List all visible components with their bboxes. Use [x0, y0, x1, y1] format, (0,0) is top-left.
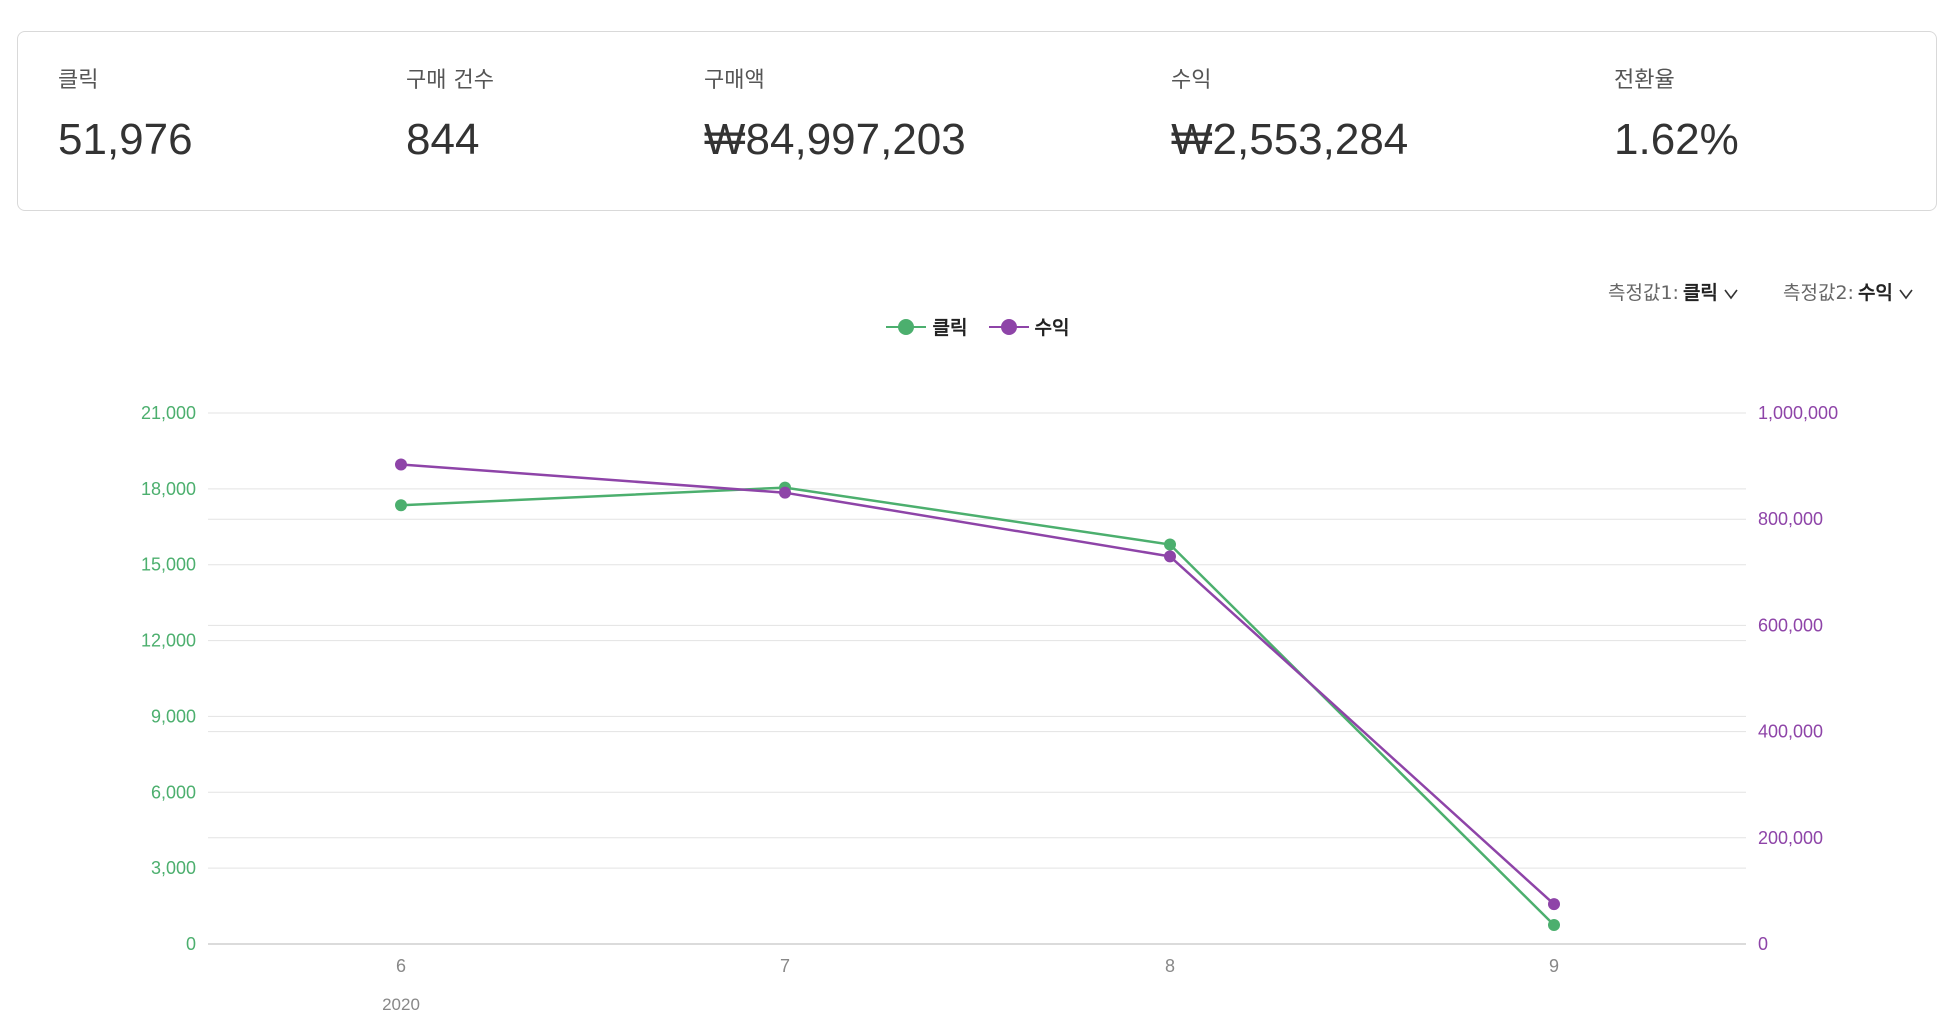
- metric-revenue: 수익 ₩2,553,284: [1171, 70, 1408, 162]
- line-dot-legend-icon: [886, 318, 927, 335]
- chart-legend: 클릭 수익: [0, 313, 1956, 340]
- data-point-revenue: [1164, 550, 1176, 563]
- data-point-click: [1164, 538, 1176, 551]
- x-tick-label: 9: [1549, 956, 1559, 976]
- measure1-dropdown[interactable]: 측정값1: 클릭: [1608, 278, 1739, 305]
- measure-label: 측정값1:: [1608, 282, 1679, 304]
- metric-value: 844: [406, 115, 480, 164]
- metric-label: 구매액: [704, 68, 765, 93]
- metric-conversion-rate: 전환율 1.62%: [1614, 70, 1739, 162]
- legend-item-revenue[interactable]: 수익: [988, 313, 1070, 340]
- data-point-click: [1548, 919, 1560, 932]
- y-left-tick-label: 12,000: [141, 631, 196, 651]
- x-tick-label: 7: [780, 956, 790, 976]
- metric-value: 51,976: [58, 115, 193, 164]
- data-point-revenue: [395, 458, 407, 471]
- chevron-down-icon: [1899, 289, 1913, 299]
- legend-item-click[interactable]: 클릭: [886, 313, 967, 340]
- metric-value: ₩84,997,203: [704, 115, 966, 164]
- measure-value: 수익: [1857, 282, 1893, 304]
- metric-clicks: 클릭 51,976: [58, 70, 193, 162]
- x-tick-label: 8: [1165, 956, 1175, 976]
- metric-value: ₩2,553,284: [1171, 115, 1409, 164]
- summary-card: 클릭 51,976 구매 건수 844 구매액 ₩84,997,203 수익 ₩…: [17, 31, 1937, 211]
- data-point-click: [395, 499, 407, 512]
- y-left-tick-label: 9,000: [151, 706, 196, 726]
- x-tick-label: 6: [396, 956, 406, 976]
- y-left-tick-label: 21,000: [141, 403, 196, 423]
- y-left-tick-label: 15,000: [141, 555, 196, 575]
- y-right-tick-label: 400,000: [1758, 722, 1823, 742]
- metric-label: 클릭: [58, 68, 99, 93]
- x-group-label: 2020: [382, 995, 420, 1014]
- chevron-down-icon: [1724, 289, 1738, 299]
- metric-purchases: 구매 건수 844: [406, 70, 494, 162]
- measure-label: 측정값2:: [1783, 282, 1854, 304]
- y-left-tick-label: 0: [186, 934, 196, 954]
- y-right-tick-label: 200,000: [1758, 828, 1823, 848]
- metric-label: 수익: [1171, 68, 1212, 93]
- data-point-revenue: [1548, 898, 1560, 911]
- line-dot-legend-icon: [988, 318, 1029, 335]
- series-line-revenue: [400, 463, 1555, 906]
- measure-value: 클릭: [1682, 282, 1718, 304]
- y-right-tick-label: 0: [1758, 934, 1768, 954]
- y-right-tick-label: 1,000,000: [1758, 403, 1838, 423]
- metric-value: 1.62%: [1614, 115, 1739, 164]
- measure2-dropdown[interactable]: 측정값2: 수익: [1783, 278, 1914, 305]
- series-line-click: [400, 486, 1555, 926]
- legend-label: 수익: [1034, 317, 1070, 339]
- y-right-tick-label: 800,000: [1758, 509, 1823, 529]
- legend-label: 클릭: [932, 317, 968, 339]
- y-left-tick-label: 3,000: [151, 858, 196, 878]
- metric-label: 전환율: [1614, 68, 1675, 93]
- y-left-tick-label: 18,000: [141, 479, 196, 499]
- y-right-tick-label: 600,000: [1758, 615, 1823, 635]
- y-left-tick-label: 6,000: [151, 782, 196, 802]
- data-point-revenue: [779, 486, 791, 499]
- metric-purchase-amount: 구매액 ₩84,997,203: [704, 70, 966, 162]
- metric-label: 구매 건수: [406, 68, 494, 93]
